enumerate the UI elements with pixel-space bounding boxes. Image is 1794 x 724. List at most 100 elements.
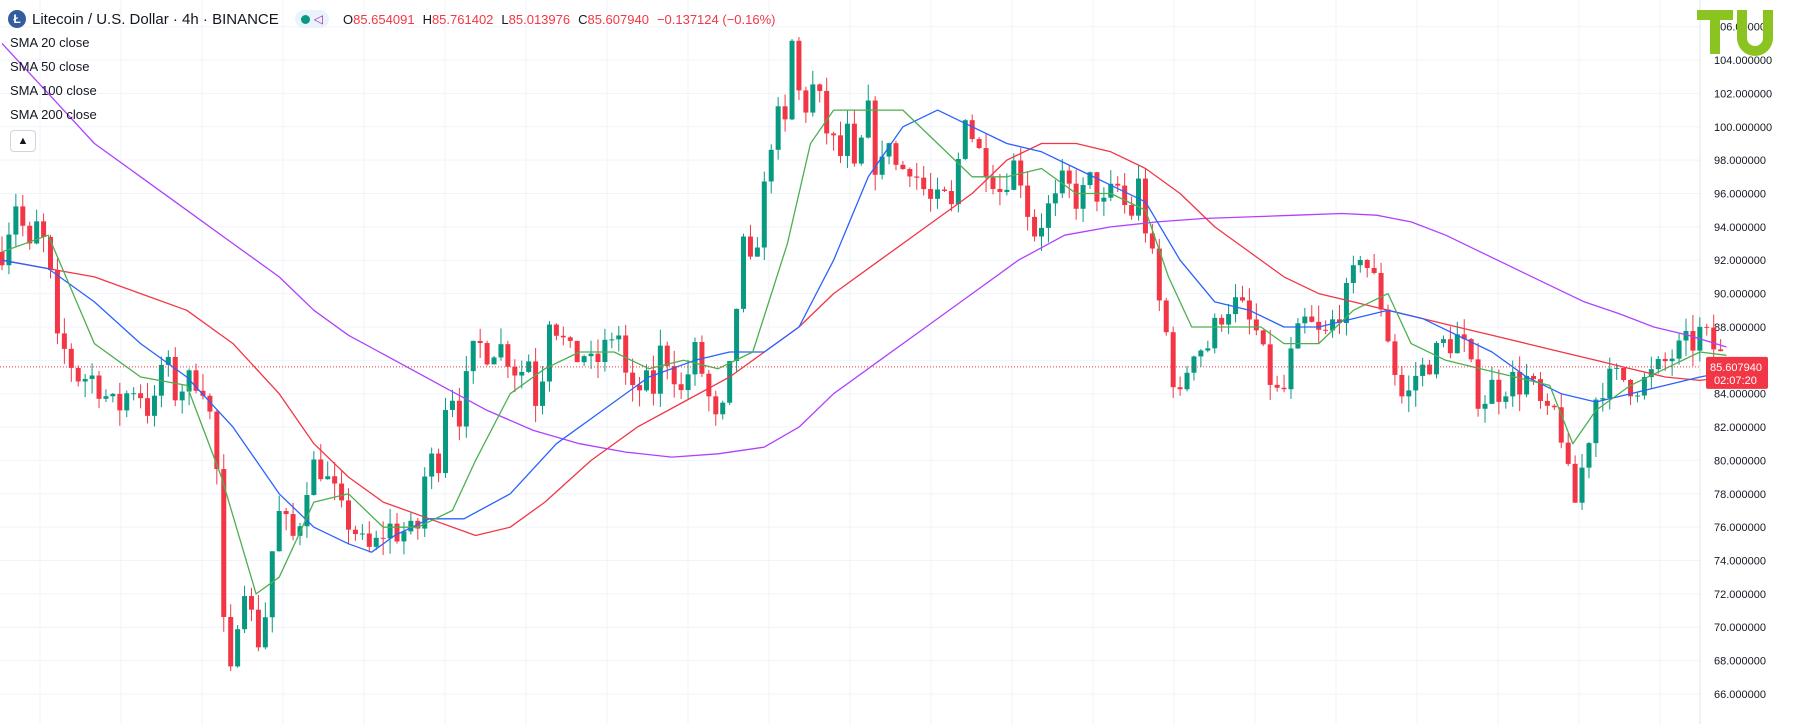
candle — [41, 213, 47, 253]
candle — [172, 347, 178, 407]
candle — [1593, 397, 1599, 457]
candle — [1475, 342, 1481, 417]
candle — [332, 461, 338, 501]
y-tick-label: 92.000000 — [1714, 255, 1766, 267]
collapse-indicators-button[interactable]: ▲ — [10, 130, 36, 152]
candle — [1641, 372, 1647, 400]
candle — [290, 502, 296, 541]
candle — [477, 328, 483, 359]
candle — [789, 39, 795, 121]
candle — [359, 524, 365, 540]
y-tick-label: 88.000000 — [1714, 322, 1766, 334]
y-tick-label: 100.000000 — [1714, 122, 1772, 134]
candle — [685, 359, 691, 400]
candle — [1253, 303, 1259, 336]
candle — [1316, 305, 1322, 344]
candle — [782, 94, 788, 132]
candle — [588, 340, 594, 369]
candle — [1357, 255, 1363, 273]
candles — [0, 37, 1724, 672]
candle — [1274, 375, 1280, 392]
y-tick-label: 102.000000 — [1714, 88, 1772, 100]
candle — [713, 390, 719, 426]
candle — [429, 447, 435, 490]
candle — [1350, 255, 1356, 294]
candle — [1226, 303, 1232, 335]
candle — [1461, 319, 1467, 352]
symbol-title[interactable]: Litecoin / U.S. Dollar · 4h · BINANCE — [32, 10, 279, 28]
candle — [1392, 334, 1398, 386]
candle — [75, 365, 81, 387]
candle — [657, 329, 663, 407]
y-tick-label: 66.000000 — [1714, 689, 1766, 701]
candle — [1524, 363, 1530, 398]
candle — [1572, 455, 1578, 503]
candle — [1413, 362, 1419, 407]
y-tick-label: 90.000000 — [1714, 289, 1766, 301]
candle — [817, 83, 823, 103]
candle — [1198, 349, 1204, 368]
candle — [747, 224, 753, 260]
candle — [602, 328, 608, 372]
candle — [346, 488, 351, 545]
candle — [623, 324, 629, 385]
candle — [103, 389, 109, 403]
candle — [193, 363, 199, 394]
candle — [1302, 307, 1308, 334]
candle — [935, 177, 941, 209]
y-tick-label: 76.000000 — [1714, 522, 1766, 534]
indicator-sma20-label[interactable]: SMA 20 close — [10, 35, 90, 50]
candle — [879, 140, 885, 180]
candle — [865, 84, 871, 139]
candle — [928, 172, 934, 212]
candle — [1281, 374, 1287, 393]
candle — [61, 318, 67, 365]
change-value: −0.137124 (−0.16%) — [656, 11, 776, 27]
candle — [1136, 165, 1142, 221]
candle — [96, 370, 102, 409]
candle — [706, 369, 712, 412]
candle — [1378, 262, 1384, 317]
sma100-line — [1, 142, 1727, 537]
candle — [1129, 196, 1135, 220]
y-tick-label: 104.000000 — [1714, 55, 1772, 67]
candle — [443, 397, 449, 478]
candle — [1406, 375, 1412, 413]
status-pill[interactable]: ◁ — [294, 10, 329, 28]
candle — [1385, 304, 1391, 343]
candle — [1115, 176, 1121, 193]
candle — [151, 385, 157, 427]
candle — [768, 144, 774, 194]
candle — [900, 161, 906, 170]
chevron-up-icon: ▲ — [17, 135, 29, 147]
candle — [394, 512, 400, 544]
candle — [1364, 259, 1370, 278]
candle — [1239, 285, 1245, 303]
candle — [117, 382, 123, 426]
candle — [553, 323, 559, 341]
candle — [304, 482, 310, 538]
candle — [1101, 187, 1107, 216]
indicator-sma200-label[interactable]: SMA 200 close — [10, 107, 97, 122]
candle — [519, 360, 525, 389]
candle — [89, 363, 95, 394]
candle — [1080, 177, 1086, 223]
candle — [1260, 329, 1266, 347]
candle — [983, 134, 989, 193]
candle — [408, 512, 414, 535]
candle — [1087, 171, 1093, 189]
candle — [1288, 337, 1294, 399]
candle — [1045, 195, 1051, 243]
indicator-sma50-label[interactable]: SMA 50 close — [10, 59, 90, 74]
indicator-sma100-label[interactable]: SMA 100 close — [10, 83, 97, 98]
candle — [1648, 356, 1654, 389]
chart-header: Ł Litecoin / U.S. Dollar · 4h · BINANCE … — [8, 8, 775, 30]
candle — [214, 409, 220, 485]
y-tick-label: 96.000000 — [1714, 189, 1766, 201]
candle — [179, 385, 185, 414]
candle — [990, 164, 996, 195]
candle — [366, 521, 372, 553]
ohlc-readout: O85.654091 H85.761402 L85.013976 C85.607… — [342, 11, 776, 27]
